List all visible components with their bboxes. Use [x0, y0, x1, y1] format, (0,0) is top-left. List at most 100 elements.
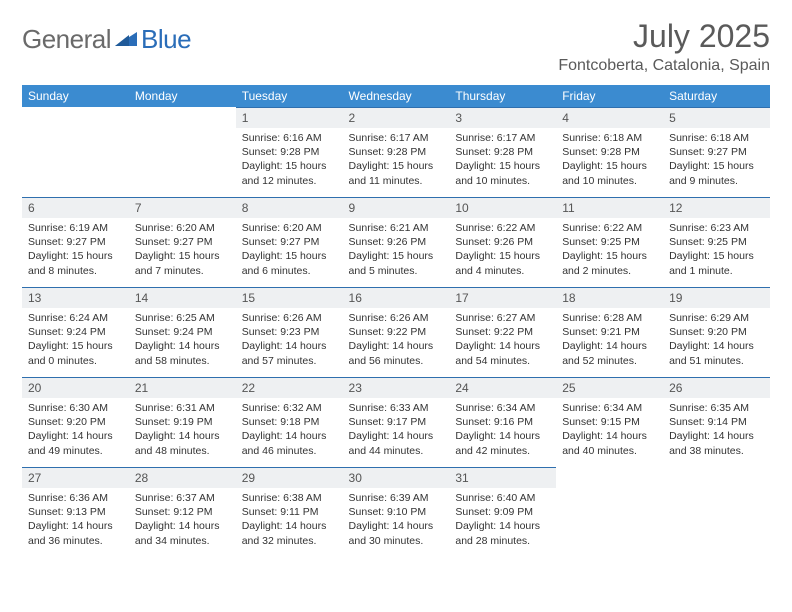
- day-details: Sunrise: 6:20 AMSunset: 9:27 PMDaylight:…: [129, 218, 236, 284]
- day-number: 13: [22, 287, 129, 308]
- day-details: Sunrise: 6:36 AMSunset: 9:13 PMDaylight:…: [22, 488, 129, 554]
- empty-cell: [129, 107, 236, 197]
- day-number: 2: [343, 107, 450, 128]
- day-number: 4: [556, 107, 663, 128]
- day-details: Sunrise: 6:35 AMSunset: 9:14 PMDaylight:…: [663, 398, 770, 464]
- day-details: Sunrise: 6:22 AMSunset: 9:26 PMDaylight:…: [449, 218, 556, 284]
- day-number: 22: [236, 377, 343, 398]
- day-number: 18: [556, 287, 663, 308]
- brand-word2: Blue: [141, 24, 191, 54]
- day-cell: 7Sunrise: 6:20 AMSunset: 9:27 PMDaylight…: [129, 197, 236, 287]
- day-cell: 14Sunrise: 6:25 AMSunset: 9:24 PMDayligh…: [129, 287, 236, 377]
- day-number: 27: [22, 467, 129, 488]
- day-details: Sunrise: 6:20 AMSunset: 9:27 PMDaylight:…: [236, 218, 343, 284]
- day-number: 21: [129, 377, 236, 398]
- day-number: 31: [449, 467, 556, 488]
- day-cell: 19Sunrise: 6:29 AMSunset: 9:20 PMDayligh…: [663, 287, 770, 377]
- day-number: 20: [22, 377, 129, 398]
- day-number: 1: [236, 107, 343, 128]
- day-details: Sunrise: 6:21 AMSunset: 9:26 PMDaylight:…: [343, 218, 450, 284]
- day-number: 9: [343, 197, 450, 218]
- week-row: 6Sunrise: 6:19 AMSunset: 9:27 PMDaylight…: [22, 197, 770, 287]
- day-cell: 21Sunrise: 6:31 AMSunset: 9:19 PMDayligh…: [129, 377, 236, 467]
- week-row: 13Sunrise: 6:24 AMSunset: 9:24 PMDayligh…: [22, 287, 770, 377]
- day-details: Sunrise: 6:33 AMSunset: 9:17 PMDaylight:…: [343, 398, 450, 464]
- dow-thursday: Thursday: [449, 85, 556, 107]
- day-details: Sunrise: 6:32 AMSunset: 9:18 PMDaylight:…: [236, 398, 343, 464]
- brand-logo: General Blue: [22, 18, 191, 55]
- day-number: 12: [663, 197, 770, 218]
- day-number: 26: [663, 377, 770, 398]
- day-cell: 2Sunrise: 6:17 AMSunset: 9:28 PMDaylight…: [343, 107, 450, 197]
- day-cell: 24Sunrise: 6:34 AMSunset: 9:16 PMDayligh…: [449, 377, 556, 467]
- location-text: Fontcoberta, Catalonia, Spain: [558, 57, 770, 75]
- day-details: Sunrise: 6:23 AMSunset: 9:25 PMDaylight:…: [663, 218, 770, 284]
- calendar-body: 1Sunrise: 6:16 AMSunset: 9:28 PMDaylight…: [22, 107, 770, 557]
- day-cell: 17Sunrise: 6:27 AMSunset: 9:22 PMDayligh…: [449, 287, 556, 377]
- day-cell: 22Sunrise: 6:32 AMSunset: 9:18 PMDayligh…: [236, 377, 343, 467]
- week-row: 27Sunrise: 6:36 AMSunset: 9:13 PMDayligh…: [22, 467, 770, 557]
- day-number: 17: [449, 287, 556, 308]
- day-cell: 27Sunrise: 6:36 AMSunset: 9:13 PMDayligh…: [22, 467, 129, 557]
- day-number: 10: [449, 197, 556, 218]
- day-number: 30: [343, 467, 450, 488]
- day-details: Sunrise: 6:25 AMSunset: 9:24 PMDaylight:…: [129, 308, 236, 374]
- day-details: Sunrise: 6:34 AMSunset: 9:15 PMDaylight:…: [556, 398, 663, 464]
- dow-monday: Monday: [129, 85, 236, 107]
- day-cell: 31Sunrise: 6:40 AMSunset: 9:09 PMDayligh…: [449, 467, 556, 557]
- day-details: Sunrise: 6:39 AMSunset: 9:10 PMDaylight:…: [343, 488, 450, 554]
- day-details: Sunrise: 6:27 AMSunset: 9:22 PMDaylight:…: [449, 308, 556, 374]
- day-details: Sunrise: 6:30 AMSunset: 9:20 PMDaylight:…: [22, 398, 129, 464]
- day-cell: 5Sunrise: 6:18 AMSunset: 9:27 PMDaylight…: [663, 107, 770, 197]
- empty-cell: [663, 467, 770, 557]
- day-number: 28: [129, 467, 236, 488]
- week-row: 20Sunrise: 6:30 AMSunset: 9:20 PMDayligh…: [22, 377, 770, 467]
- day-details: Sunrise: 6:19 AMSunset: 9:27 PMDaylight:…: [22, 218, 129, 284]
- day-details: Sunrise: 6:17 AMSunset: 9:28 PMDaylight:…: [343, 128, 450, 194]
- day-cell: 11Sunrise: 6:22 AMSunset: 9:25 PMDayligh…: [556, 197, 663, 287]
- day-cell: 26Sunrise: 6:35 AMSunset: 9:14 PMDayligh…: [663, 377, 770, 467]
- day-cell: 9Sunrise: 6:21 AMSunset: 9:26 PMDaylight…: [343, 197, 450, 287]
- day-number: 14: [129, 287, 236, 308]
- day-number: 24: [449, 377, 556, 398]
- dow-wednesday: Wednesday: [343, 85, 450, 107]
- day-cell: 8Sunrise: 6:20 AMSunset: 9:27 PMDaylight…: [236, 197, 343, 287]
- day-number: 5: [663, 107, 770, 128]
- day-number: 11: [556, 197, 663, 218]
- day-details: Sunrise: 6:28 AMSunset: 9:21 PMDaylight:…: [556, 308, 663, 374]
- day-details: Sunrise: 6:17 AMSunset: 9:28 PMDaylight:…: [449, 128, 556, 194]
- day-cell: 29Sunrise: 6:38 AMSunset: 9:11 PMDayligh…: [236, 467, 343, 557]
- day-number: 25: [556, 377, 663, 398]
- calendar-table: Sunday Monday Tuesday Wednesday Thursday…: [22, 85, 770, 557]
- day-number: 8: [236, 197, 343, 218]
- day-details: Sunrise: 6:26 AMSunset: 9:23 PMDaylight:…: [236, 308, 343, 374]
- day-number: 16: [343, 287, 450, 308]
- day-details: Sunrise: 6:22 AMSunset: 9:25 PMDaylight:…: [556, 218, 663, 284]
- day-cell: 25Sunrise: 6:34 AMSunset: 9:15 PMDayligh…: [556, 377, 663, 467]
- day-number: 29: [236, 467, 343, 488]
- dow-row: Sunday Monday Tuesday Wednesday Thursday…: [22, 85, 770, 107]
- day-cell: 20Sunrise: 6:30 AMSunset: 9:20 PMDayligh…: [22, 377, 129, 467]
- dow-friday: Friday: [556, 85, 663, 107]
- empty-cell: [556, 467, 663, 557]
- day-cell: 15Sunrise: 6:26 AMSunset: 9:23 PMDayligh…: [236, 287, 343, 377]
- header: General Blue July 2025 Fontcoberta, Cata…: [22, 18, 770, 75]
- day-number: 15: [236, 287, 343, 308]
- day-number: 23: [343, 377, 450, 398]
- empty-cell: [22, 107, 129, 197]
- day-number: 7: [129, 197, 236, 218]
- day-details: Sunrise: 6:26 AMSunset: 9:22 PMDaylight:…: [343, 308, 450, 374]
- day-number: 3: [449, 107, 556, 128]
- day-cell: 16Sunrise: 6:26 AMSunset: 9:22 PMDayligh…: [343, 287, 450, 377]
- day-details: Sunrise: 6:31 AMSunset: 9:19 PMDaylight:…: [129, 398, 236, 464]
- day-cell: 12Sunrise: 6:23 AMSunset: 9:25 PMDayligh…: [663, 197, 770, 287]
- month-title: July 2025: [558, 18, 770, 55]
- dow-sunday: Sunday: [22, 85, 129, 107]
- day-cell: 18Sunrise: 6:28 AMSunset: 9:21 PMDayligh…: [556, 287, 663, 377]
- day-details: Sunrise: 6:16 AMSunset: 9:28 PMDaylight:…: [236, 128, 343, 194]
- brand-word1: General: [22, 24, 111, 55]
- dow-saturday: Saturday: [663, 85, 770, 107]
- day-details: Sunrise: 6:38 AMSunset: 9:11 PMDaylight:…: [236, 488, 343, 554]
- dow-tuesday: Tuesday: [236, 85, 343, 107]
- day-details: Sunrise: 6:29 AMSunset: 9:20 PMDaylight:…: [663, 308, 770, 374]
